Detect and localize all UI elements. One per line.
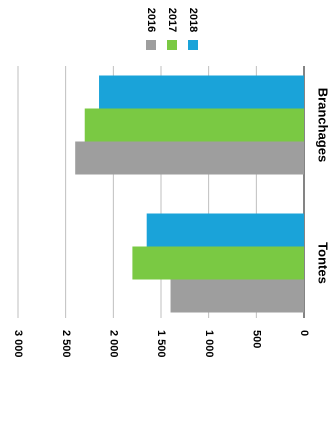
legend-label-2018: 2018	[187, 8, 199, 32]
bar-2018-tontes	[146, 213, 304, 247]
value-tick-labels: 0 500 1 000 1 500 2 000 2 500 3 000	[12, 330, 310, 358]
legend-swatch-2017	[167, 40, 177, 50]
value-tick-label: 2 000	[107, 330, 119, 358]
value-tick-label: 500	[250, 330, 262, 348]
value-tick-label: 2 500	[60, 330, 72, 358]
bar-2016-branchages	[75, 141, 304, 175]
value-tick-label: 1 500	[155, 330, 167, 358]
bar-2017-branchages	[84, 108, 304, 142]
category-label-branchages: Branchages	[316, 88, 331, 162]
legend-swatch-2016	[146, 40, 156, 50]
bar-2016-tontes	[170, 279, 304, 313]
value-tick-label: 1 000	[203, 330, 215, 358]
bar-2018-branchages	[99, 75, 305, 109]
legend: 2016 2017 2018	[145, 8, 199, 50]
category-label-tontes: Tontes	[316, 242, 331, 284]
legend-label-2017: 2017	[166, 8, 178, 32]
bars-group	[75, 75, 305, 313]
legend-swatch-2018	[188, 40, 198, 50]
value-tick-label: 3 000	[12, 330, 24, 358]
bar-2017-tontes	[132, 246, 304, 280]
legend-label-2016: 2016	[145, 8, 157, 32]
value-tick-label: 0	[298, 330, 310, 336]
category-labels: Tontes Branchages	[316, 88, 331, 284]
